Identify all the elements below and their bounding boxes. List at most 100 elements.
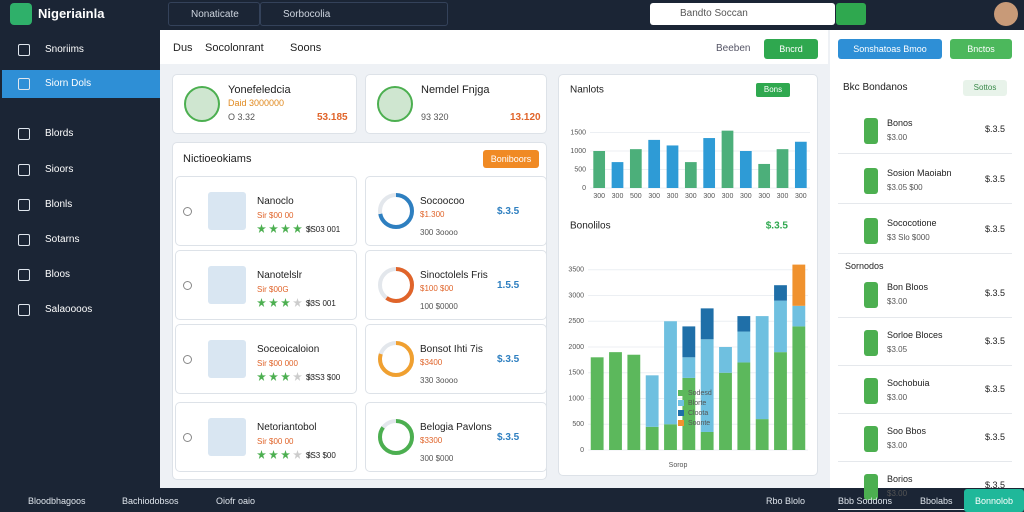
star <box>257 450 266 459</box>
logo <box>10 3 32 25</box>
gauge-card <box>365 402 547 472</box>
header-button[interactable]: Bncrd <box>764 39 818 59</box>
gauge-meta: 330 3oooo <box>420 376 458 385</box>
sidebar-item[interactable]: Blonls <box>45 199 73 210</box>
footer-button[interactable]: Bonnolob <box>964 489 1024 512</box>
bar <box>703 138 716 188</box>
product-card <box>175 176 357 246</box>
gauge-name: Belogia Pavlons <box>420 422 492 433</box>
chart-button-label: Bons <box>764 85 782 94</box>
main-header <box>160 30 828 64</box>
product-card <box>175 250 357 320</box>
x-tick-label: 300 <box>795 193 807 200</box>
footer-item[interactable]: Bloodbhagoos <box>28 496 86 506</box>
product-radio[interactable] <box>183 281 192 290</box>
search-button[interactable] <box>836 3 866 25</box>
y-tick-label: 0 <box>580 447 584 454</box>
bar-segment <box>664 424 677 450</box>
sidebar-active[interactable] <box>2 70 160 98</box>
x-tick-label: 300 <box>593 193 605 200</box>
sidebar-item[interactable]: Snoriims <box>45 44 84 55</box>
sidebar-item[interactable]: Salaoooos <box>45 304 93 315</box>
list-sub: $3.00 <box>887 133 908 142</box>
list-icon <box>864 282 878 308</box>
footer-item[interactable]: Oiofr oaio <box>216 496 256 506</box>
footer-item[interactable]: Bbb Soddons <box>838 496 893 506</box>
product-name: Netoriantobol <box>257 422 317 433</box>
footer-item[interactable]: Bachiodobsos <box>122 496 179 506</box>
y-tick-label: 0 <box>582 185 586 192</box>
star <box>305 450 314 459</box>
bar-segment <box>700 308 714 340</box>
header-tab[interactable]: Socolonrant <box>205 42 264 54</box>
gauge-arc <box>378 267 414 303</box>
gauge-meta: 300 3oooo <box>420 228 458 237</box>
list-value: $.3.5 <box>985 224 1006 234</box>
footer-item[interactable]: Bbolabs <box>920 496 953 506</box>
list-sub: $3.00 <box>887 489 908 498</box>
bar-segment <box>609 352 622 450</box>
top-bar <box>0 0 1024 30</box>
sidebar-item[interactable]: Sioors <box>45 164 74 175</box>
list-row <box>838 368 1012 414</box>
x-axis-label: Sorop <box>669 462 688 469</box>
top-tab[interactable]: Sorbocolia <box>260 2 448 26</box>
right-button[interactable]: Bnctos <box>950 39 1012 59</box>
bar <box>721 130 734 188</box>
right-title: Bkc Bondanos <box>843 82 908 93</box>
list-row <box>838 208 1012 254</box>
bar-segment <box>774 285 787 301</box>
bar <box>593 151 606 188</box>
sidebar-item[interactable]: Siorn Dols <box>45 78 92 89</box>
sidebar-item[interactable]: Bloos <box>45 269 71 280</box>
list-sub: $3 Slo $000 <box>887 233 930 242</box>
sidebar <box>0 30 160 488</box>
header-tab[interactable]: Soons <box>290 42 322 54</box>
bar-segment <box>737 331 751 363</box>
right-small-button[interactable]: Sottos <box>963 80 1007 96</box>
gauge-name: Bonsot Ihti 7is <box>420 344 483 355</box>
list-sub: $3.00 <box>887 441 908 450</box>
list-icon <box>864 426 878 452</box>
bar <box>648 139 661 188</box>
gauge-meta: 300 $000 <box>420 454 454 463</box>
star <box>281 372 290 381</box>
top-tab[interactable]: Nonaticate <box>168 2 260 26</box>
bar-segment <box>664 321 677 425</box>
star <box>293 372 302 381</box>
search[interactable]: Bandto Soccan <box>650 3 835 25</box>
right-panel <box>830 30 1024 488</box>
list-icon <box>864 168 878 194</box>
product-radio[interactable] <box>183 355 192 364</box>
section-button[interactable]: Boniboors <box>483 150 539 168</box>
sidebar-icon <box>18 199 30 211</box>
right-button[interactable]: Sonshatoas Bmoo <box>838 39 942 59</box>
gauge-score: $.3.5 <box>497 354 520 365</box>
y-tick-label: 2000 <box>568 344 584 351</box>
legend-swatch <box>678 400 684 406</box>
list-name: Sorloe Bloces <box>887 330 943 340</box>
list-sub: $3.05 $00 <box>887 183 923 192</box>
sidebar-item[interactable]: Blords <box>45 128 74 139</box>
gauge <box>378 267 414 303</box>
profile-value: 13.120 <box>510 112 541 123</box>
footer-item[interactable]: Rbo Blolo <box>766 496 806 506</box>
product-radio[interactable] <box>183 207 192 216</box>
header-link[interactable]: Beeben <box>716 43 751 54</box>
bar-segment <box>774 352 787 450</box>
product-image <box>208 266 246 304</box>
list-icon <box>864 474 878 500</box>
header-tab[interactable]: Dus <box>173 42 193 54</box>
bar <box>611 162 624 188</box>
section-title: Nictioeokiams <box>183 153 252 165</box>
star <box>281 298 290 307</box>
list-name: Sosion Maoiabn <box>887 168 952 178</box>
avatar[interactable] <box>994 2 1018 26</box>
sidebar-icon <box>18 44 30 56</box>
sidebar-item[interactable]: Sotarns <box>45 234 80 245</box>
product-radio[interactable] <box>183 433 192 442</box>
product-image <box>208 418 246 456</box>
bar-segment <box>792 305 806 327</box>
gauge-price: $3400 <box>420 358 443 367</box>
